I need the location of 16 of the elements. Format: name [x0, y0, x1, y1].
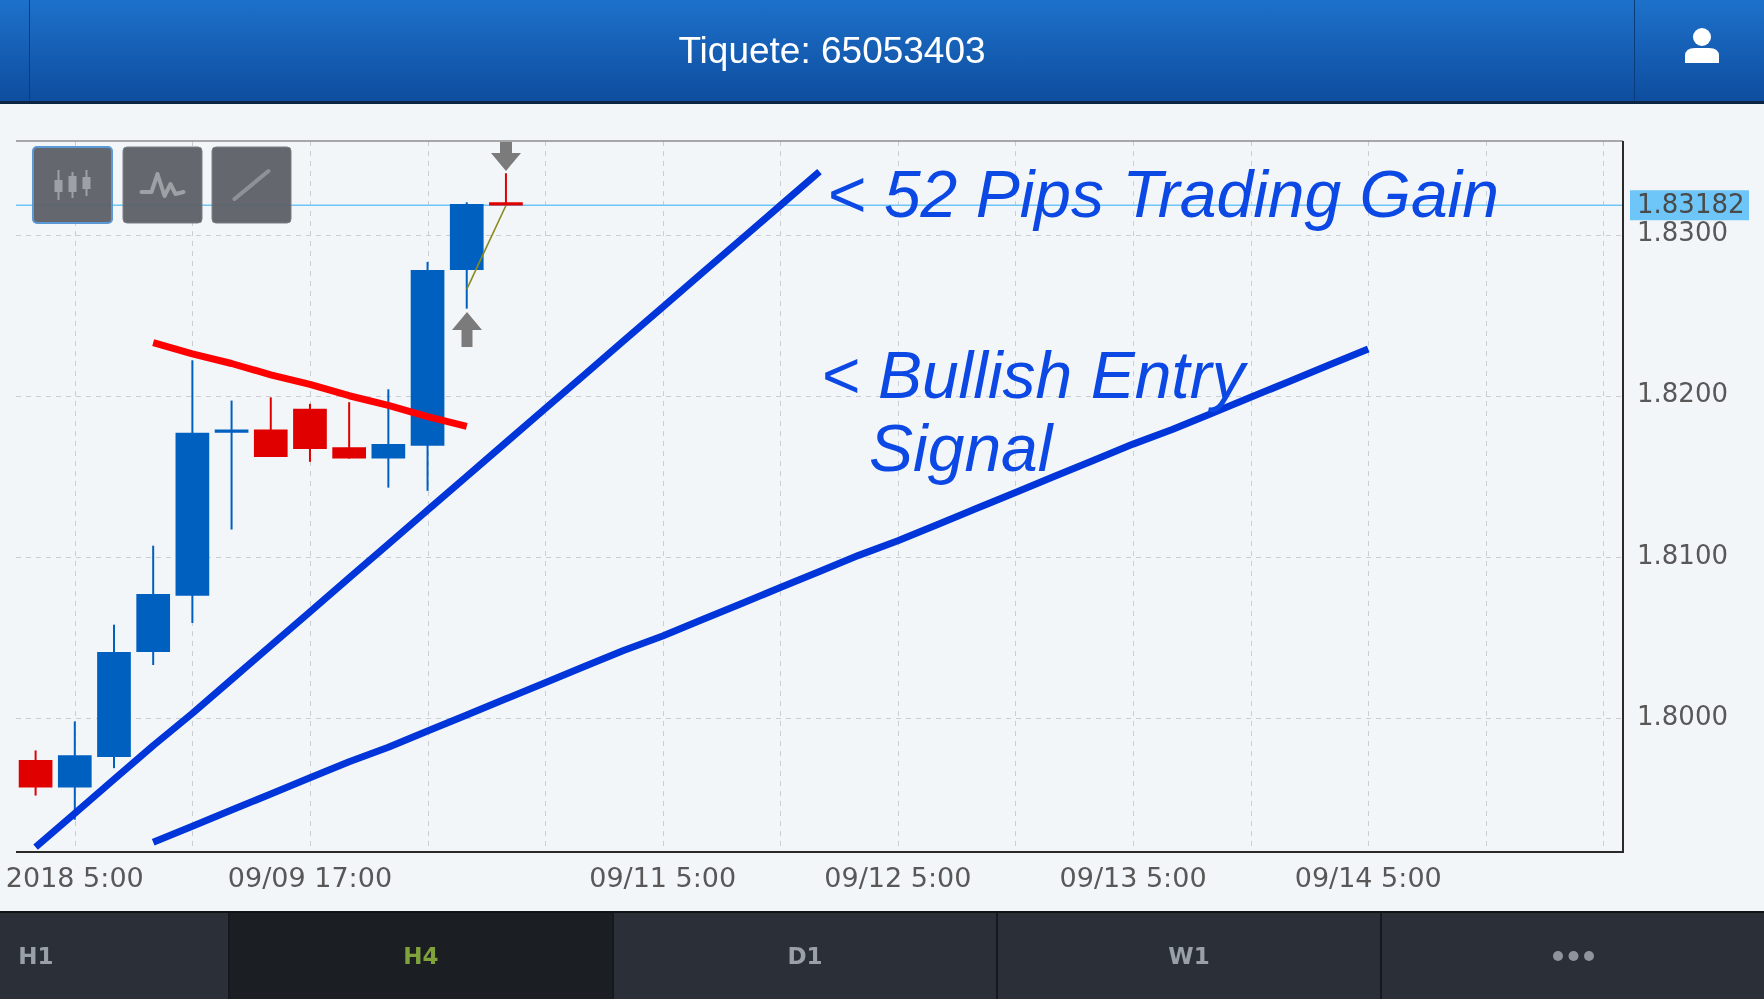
y-tick-label: 1.8100: [1637, 539, 1728, 570]
x-tick-label: 09/09 17:00: [227, 862, 393, 894]
timeframe-tab: H4: [228, 913, 612, 999]
x-tick-label: 09/14 5:00: [1294, 862, 1442, 894]
ref-line-label: 1.83182: [1637, 188, 1745, 219]
x-tick-label: 09/13 5:00: [1059, 862, 1207, 894]
x-tick-label: 09/12 5:00: [824, 862, 972, 894]
candlestick: [489, 172, 523, 207]
candlestick: [371, 388, 406, 489]
y-tick-label: 1.8300: [1637, 217, 1728, 248]
x-tick-label: 09/11 5:00: [589, 862, 737, 894]
chart-title: Tiquete: 65053403: [678, 29, 986, 72]
x-tick-label: 2018 5:00: [5, 862, 144, 894]
y-tick-label: 1.8000: [1637, 700, 1728, 731]
candlestick: [214, 399, 249, 531]
y-tick-label: 1.8200: [1637, 378, 1728, 409]
